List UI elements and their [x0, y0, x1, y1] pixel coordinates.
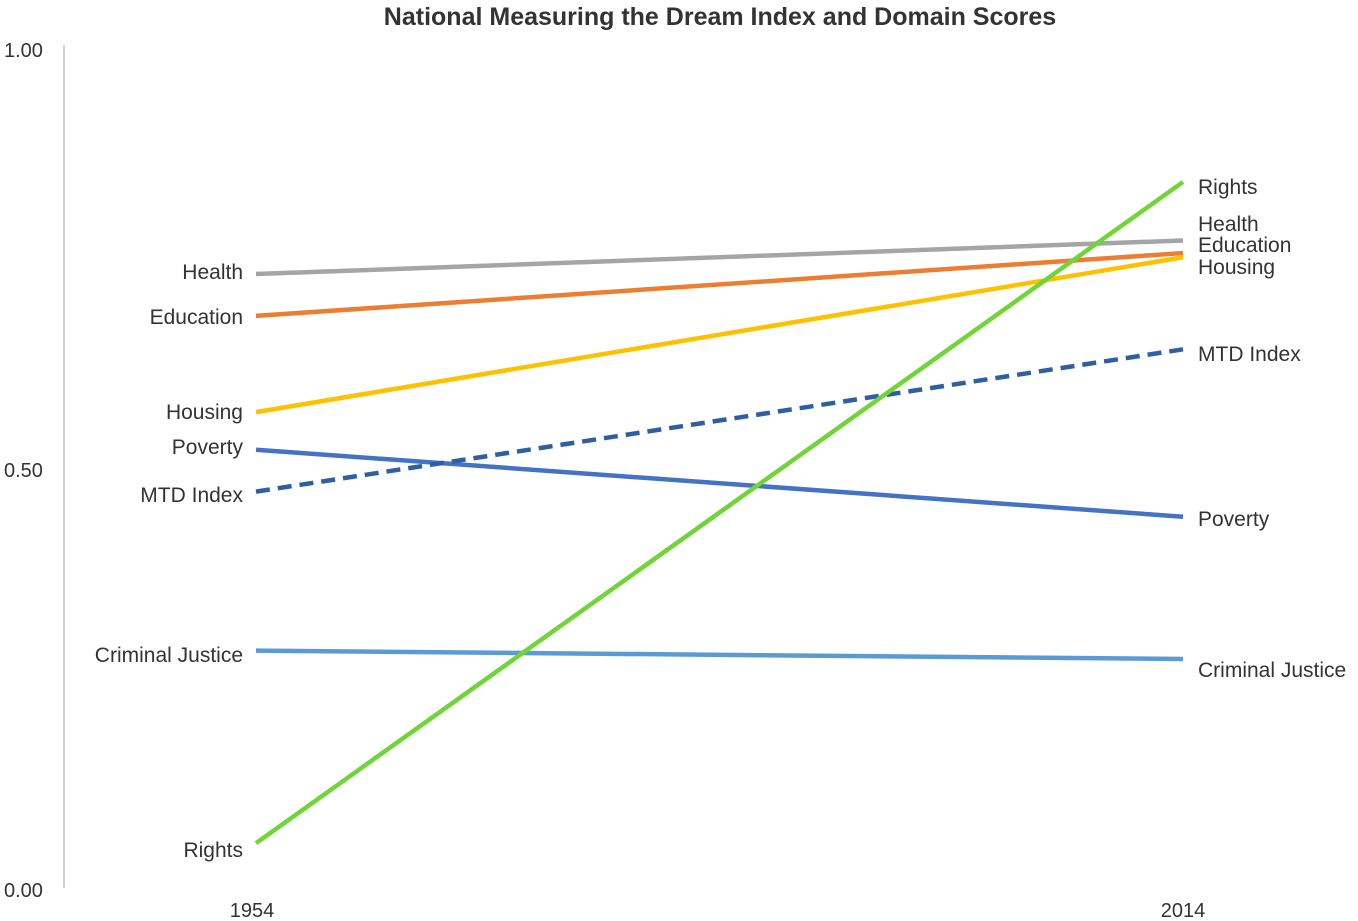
chart-title: National Measuring the Dream Index and D… — [384, 3, 1056, 31]
series-line-poverty — [255, 447, 1184, 519]
label-1954-education: Education — [150, 306, 243, 329]
series-line-mtd-index — [255, 347, 1184, 494]
x-axis-ticks: 1954 2014 — [230, 900, 1206, 921]
series-line-health — [255, 238, 1184, 277]
label-2014-mtd-index: MTD Index — [1198, 343, 1301, 366]
series-lines — [254, 180, 1185, 845]
label-1954-mtd-index: MTD Index — [140, 484, 243, 507]
label-2014-health: Health — [1198, 213, 1259, 236]
label-2014-poverty: Poverty — [1198, 508, 1270, 531]
x-tick-label: 1954 — [230, 900, 275, 921]
y-axis-ticks: 1.00 0.50 0.00 — [4, 40, 43, 902]
label-1954-housing: Housing — [166, 401, 243, 424]
x-tick-label: 2014 — [1161, 900, 1206, 921]
series-line-rights — [254, 180, 1185, 845]
series-line-education — [255, 250, 1184, 319]
label-2014-criminal-justice: Criminal Justice — [1198, 659, 1346, 682]
label-1954-criminal-justice: Criminal Justice — [95, 644, 243, 667]
y-tick-label: 0.00 — [4, 880, 43, 902]
series-labels-1954: Health Education Housing Poverty MTD Index Cr… — [95, 261, 244, 862]
label-2014-housing: Housing — [1198, 256, 1275, 279]
label-1954-rights: Rights — [183, 839, 243, 862]
label-1954-health: Health — [182, 261, 243, 284]
label-1954-poverty: Poverty — [172, 436, 244, 459]
y-tick-label: 1.00 — [4, 40, 43, 62]
y-tick-label: 0.50 — [4, 460, 43, 482]
series-line-housing — [255, 255, 1184, 415]
series-line-criminal-justice — [255, 648, 1184, 662]
label-2014-rights: Rights — [1198, 176, 1258, 199]
label-2014-education: Education — [1198, 234, 1291, 257]
